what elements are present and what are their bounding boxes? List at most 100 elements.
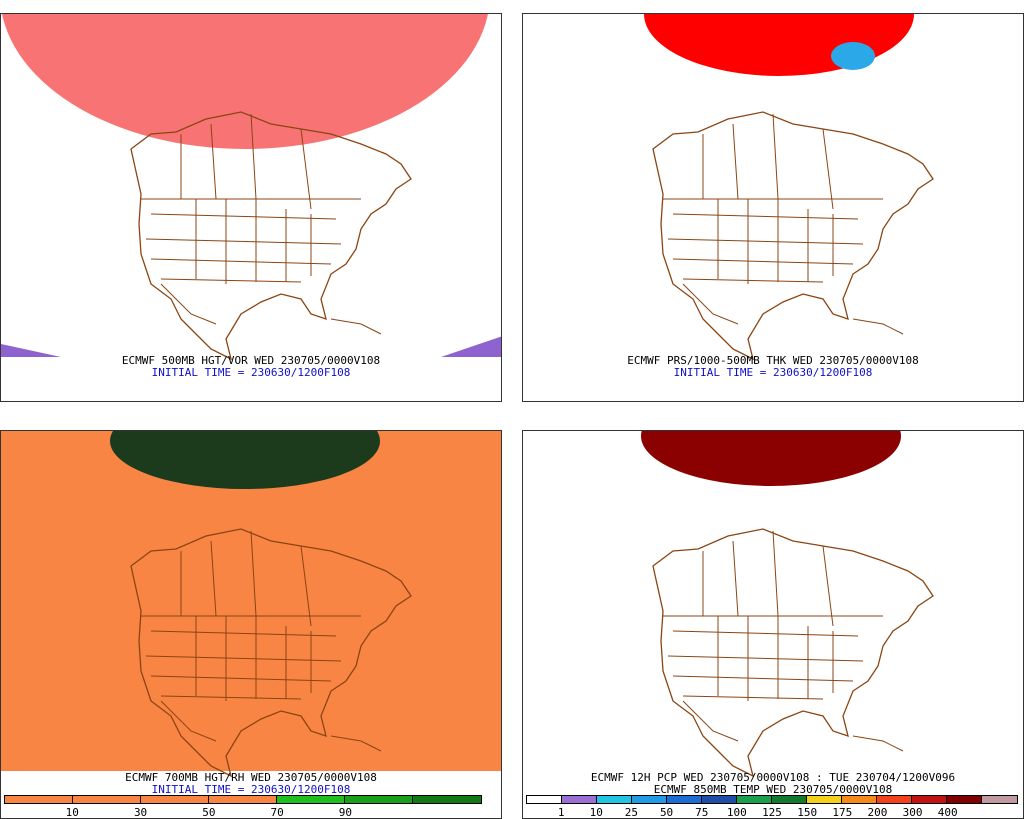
colorbar-tick-label: 100 (726, 806, 747, 819)
coastline (130, 111, 412, 361)
state-border (682, 695, 824, 700)
state-border (330, 318, 382, 335)
map-panel-700mb: ECMWF 700MB HGT/RH WED 230705/0000V108 I… (0, 430, 502, 819)
state-border (772, 530, 779, 617)
state-border (772, 113, 779, 200)
state-border (150, 258, 332, 265)
state-border (330, 735, 382, 752)
colorbar-swatch (877, 796, 912, 803)
colorbar-tick-label: 200 (867, 806, 888, 819)
pcp-colorbar (526, 795, 1018, 804)
map-canvas (1, 431, 501, 778)
colorbar-swatch (632, 796, 667, 803)
state-border (822, 545, 834, 627)
temperature-contour-cluster (641, 431, 901, 486)
panel-title: ECMWF 12H PCP WED 230705/0000V108 : TUE … (590, 771, 956, 784)
north-america-outline (130, 528, 412, 778)
colorbar-swatch (527, 796, 562, 803)
state-border (682, 283, 739, 325)
panel-title: ECMWF PRS/1000-500MB THK WED 230705/0000… (627, 354, 919, 367)
state-border (300, 545, 312, 627)
colorbar-swatch (807, 796, 842, 803)
colorbar-swatch (141, 796, 209, 803)
panel-subtitle: INITIAL TIME = 230630/1200F108 (151, 783, 351, 796)
colorbar-tick-label: 300 (902, 806, 923, 819)
colorbar-swatch (562, 796, 597, 803)
state-border (145, 238, 342, 245)
colorbar-tick-label: 90 (338, 806, 353, 819)
colorbar-tick-label: 75 (695, 806, 709, 819)
thickness-contour-cluster (644, 14, 914, 76)
colorbar-swatch (737, 796, 772, 803)
height-contour-cluster (110, 431, 380, 489)
colorbar-swatch (772, 796, 807, 803)
state-border (672, 258, 854, 265)
colorbar-tick-label: 25 (624, 806, 639, 819)
state-border (822, 128, 834, 210)
panel-title: ECMWF 500MB HGT/VOR WED 230705/0000V108 (121, 354, 381, 367)
colorbar-tick-label: 175 (832, 806, 853, 819)
state-border (250, 113, 257, 200)
colorbar-swatch (982, 796, 1017, 803)
state-border (150, 213, 337, 220)
state-border (145, 655, 342, 662)
colorbar-tick-label: 50 (202, 806, 216, 819)
colorbar-swatch (5, 796, 73, 803)
rh-colorbar (4, 795, 482, 804)
pcp-colorbar-labels: 1 10 25 50 75 100 125 150 175 200 300 400 (526, 806, 1018, 819)
state-border (672, 675, 854, 682)
state-border (672, 213, 859, 220)
north-america-outline (130, 111, 412, 361)
colorbar-swatch (597, 796, 632, 803)
vorticity-shaded-region (2, 14, 488, 149)
state-border (672, 630, 859, 637)
state-border (160, 695, 302, 700)
colorbar-swatch (209, 796, 277, 803)
map-canvas (1, 14, 501, 361)
colorbar-swatch (947, 796, 982, 803)
vorticity-shaded-region-low-right (441, 336, 501, 357)
north-america-outline (652, 111, 934, 361)
colorbar-swatch (912, 796, 947, 803)
thickness-contour-cyan (831, 42, 875, 70)
map-panel-precip: ECMWF 12H PCP WED 230705/0000V108 : TUE … (522, 430, 1024, 819)
state-border (150, 675, 332, 682)
colorbar-swatch (842, 796, 877, 803)
map-canvas (641, 431, 934, 778)
coastline (652, 111, 934, 361)
vorticity-shaded-region-low (1, 344, 61, 357)
colorbar-tick-label: 10 (65, 806, 79, 819)
map-panel-500mb: ECMWF 500MB HGT/VOR WED 230705/0000V108 … (0, 13, 502, 402)
panel-subtitle: ECMWF 850MB TEMP WED 230705/0000V108 (653, 783, 893, 796)
state-border (210, 123, 217, 200)
north-america-outline (652, 528, 934, 778)
colorbar-tick-label: 70 (270, 806, 284, 819)
map-panel-thickness: ECMWF PRS/1000-500MB THK WED 230705/0000… (522, 13, 1024, 402)
rh-colorbar-labels: 10 30 50 70 90 (4, 806, 482, 819)
state-border (732, 123, 739, 200)
state-border (250, 530, 257, 617)
colorbar-swatch (667, 796, 702, 803)
state-border (160, 283, 217, 325)
state-border (160, 700, 217, 742)
colorbar-tick-label: 10 (589, 806, 603, 819)
panel-subtitle: INITIAL TIME = 230630/1200F108 (673, 366, 873, 379)
colorbar-tick-label: 1 (557, 806, 565, 819)
state-border (732, 540, 739, 617)
state-border (852, 318, 904, 335)
panel-title: ECMWF 700MB HGT/RH WED 230705/0000V108 (125, 771, 377, 784)
colorbar-swatch (413, 796, 481, 803)
state-border (160, 278, 302, 283)
state-border (682, 700, 739, 742)
state-border (150, 630, 337, 637)
colorbar-swatch (702, 796, 737, 803)
colorbar-tick-label: 30 (133, 806, 148, 819)
colorbar-tick-label: 150 (797, 806, 818, 819)
map-canvas (644, 14, 934, 361)
state-border (852, 735, 904, 752)
state-border (667, 655, 864, 662)
colorbar-swatch (277, 796, 345, 803)
state-border (682, 278, 824, 283)
colorbar-tick-label: 400 (937, 806, 958, 819)
colorbar-tick-label: 50 (659, 806, 674, 819)
